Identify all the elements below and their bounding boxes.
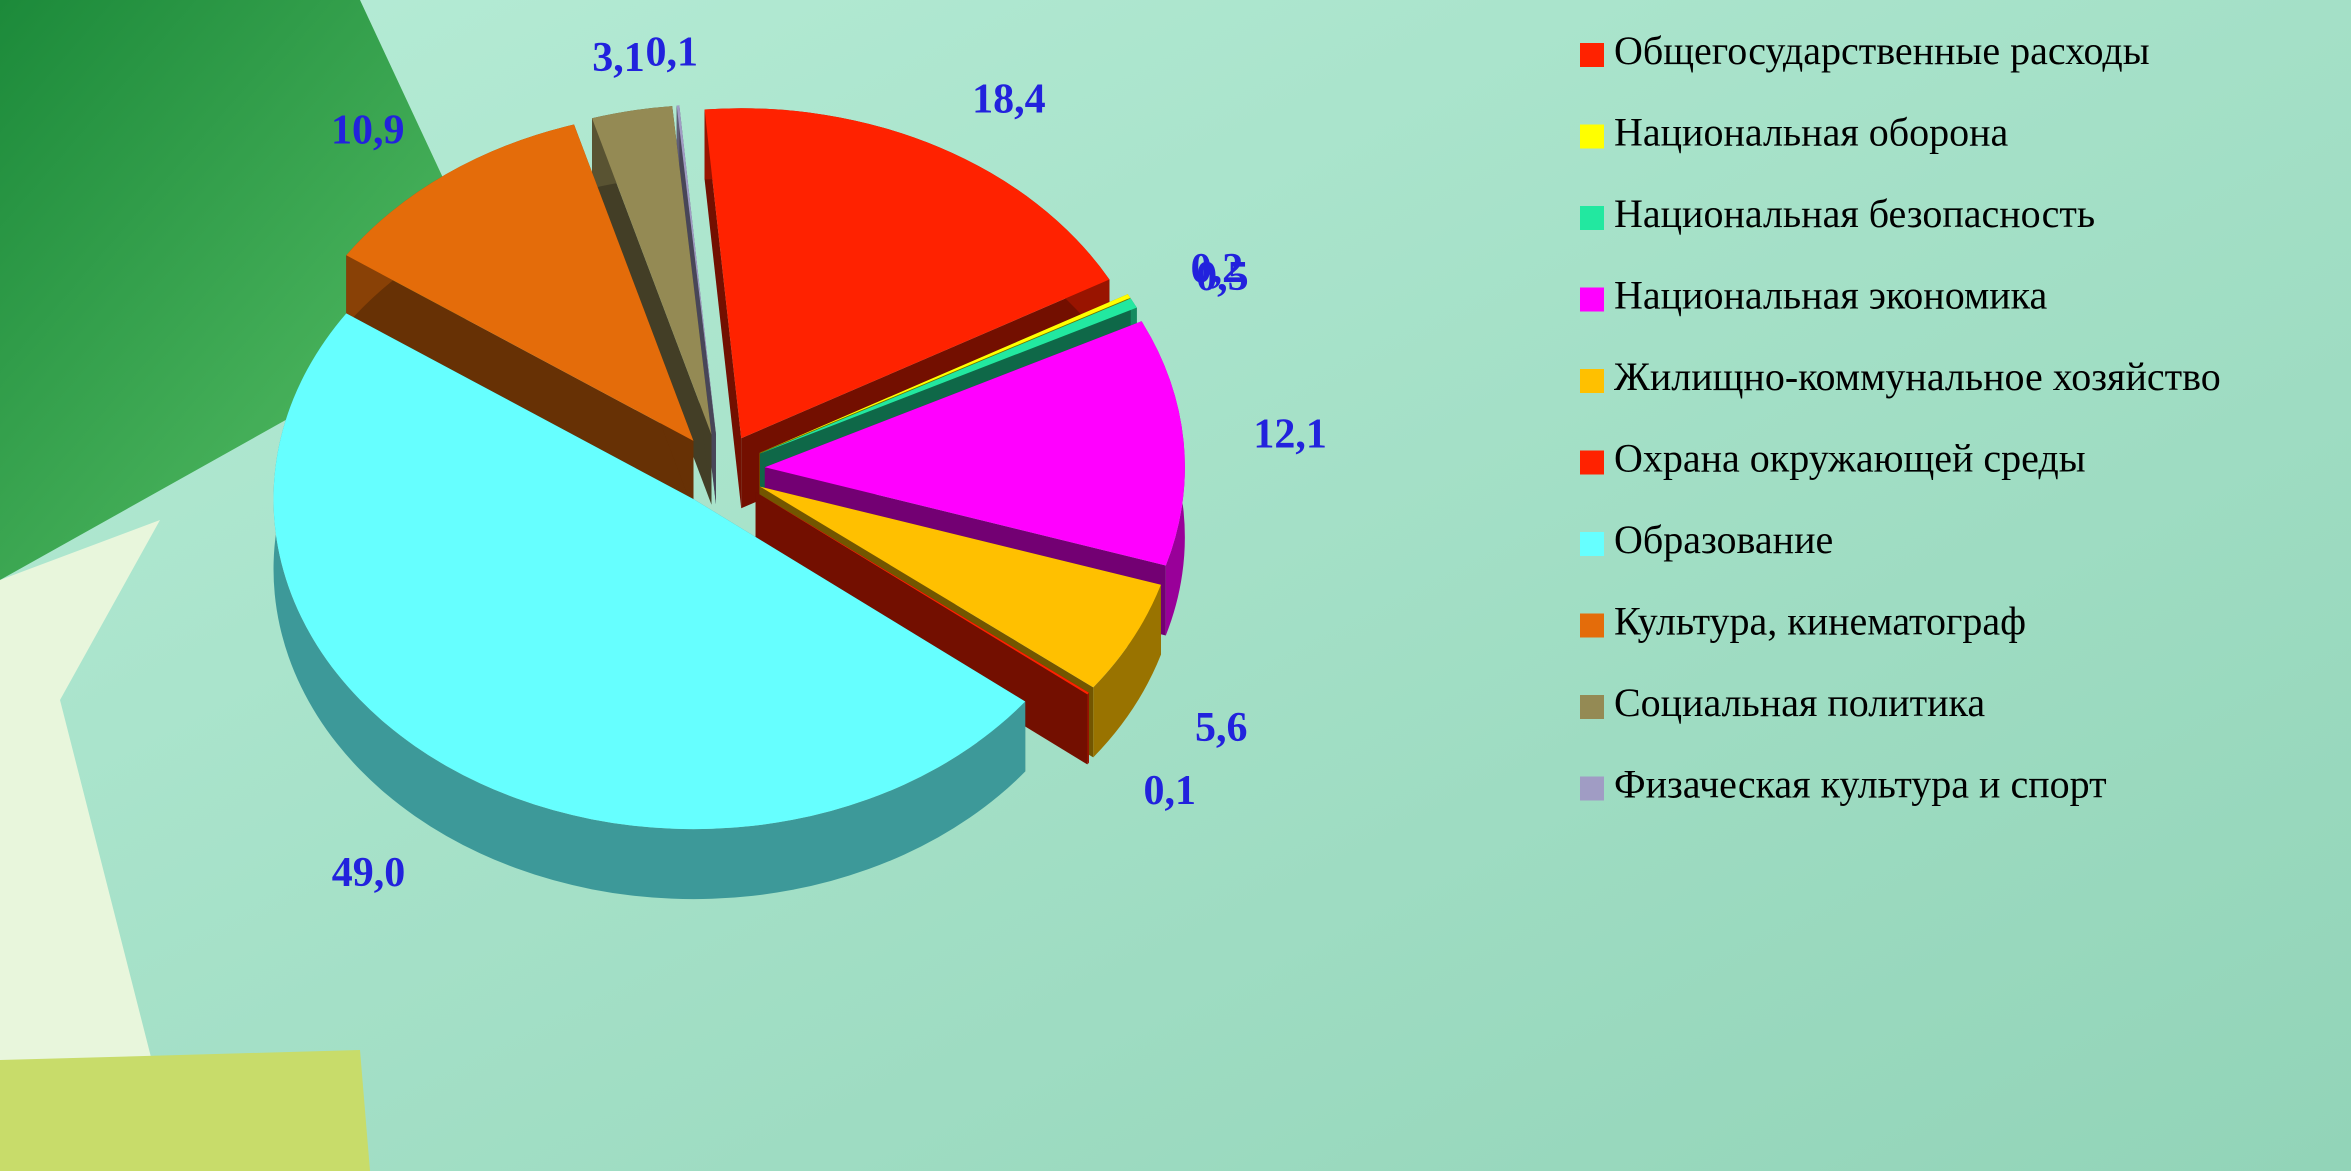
- legend-label: Национальная безопасность: [1614, 191, 2095, 236]
- legend-swatch: [1580, 695, 1604, 719]
- legend-label: Физаческая культура и спорт: [1614, 762, 2107, 807]
- legend-label: Охрана окружающей среды: [1614, 436, 2086, 481]
- legend-label: Национальная оборона: [1614, 110, 2008, 155]
- slice: [346, 124, 694, 441]
- legend-label: Национальная экономика: [1614, 273, 2047, 318]
- legend-swatch: [1580, 43, 1604, 67]
- slice-side: [704, 109, 742, 509]
- legend-swatch: [1580, 776, 1604, 801]
- bg-shape: [0, 0, 500, 580]
- slice: [704, 108, 1110, 439]
- slice: [676, 105, 716, 435]
- legend-swatch: [1580, 613, 1604, 638]
- legend-label: Социальная политика: [1614, 680, 1985, 725]
- legend-label: Образование: [1614, 517, 1833, 562]
- legend-label: Культура, кинематограф: [1614, 599, 2026, 644]
- slice: [273, 313, 1026, 830]
- slice-side: [1093, 584, 1161, 758]
- data-label: 18,4: [972, 77, 1045, 123]
- slice: [759, 486, 1161, 688]
- legend-swatch: [1580, 532, 1604, 556]
- legend-label: Жилищно-коммунальное хозяйство: [1614, 354, 2221, 399]
- bg-shape: [0, 1050, 370, 1171]
- legend-swatch: [1580, 450, 1604, 475]
- legend-swatch: [1580, 206, 1604, 230]
- legend-swatch: [1580, 287, 1604, 312]
- data-label: 0,2: [1191, 246, 1244, 292]
- slice-side: [592, 118, 712, 505]
- legend-swatch: [1580, 124, 1604, 149]
- slice: [592, 106, 712, 435]
- data-label: 0,1: [645, 29, 698, 75]
- slice: [764, 321, 1185, 566]
- slice-side: [1087, 692, 1089, 765]
- data-label: 0,5: [1196, 254, 1249, 300]
- slice: [755, 491, 1089, 695]
- data-label: 49,0: [332, 850, 406, 896]
- data-label: 3,1: [592, 35, 645, 81]
- slice: [759, 294, 1131, 453]
- slice-side: [346, 255, 694, 511]
- data-label: 12,1: [1253, 411, 1327, 457]
- bg-shape: [0, 520, 180, 1171]
- legend-label: Общегосударственные расходы: [1614, 28, 2150, 73]
- data-label: 10,9: [331, 108, 405, 154]
- data-label: 0,1: [1144, 768, 1197, 814]
- legend-swatch: [1580, 369, 1604, 393]
- slice: [760, 298, 1137, 454]
- data-label: 5,6: [1195, 705, 1248, 751]
